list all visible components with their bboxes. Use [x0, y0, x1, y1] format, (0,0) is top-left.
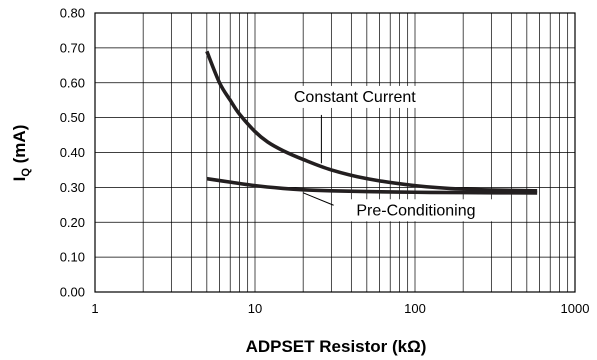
- y-tick-label: 0.50: [60, 110, 85, 125]
- x-tick-label: 10: [248, 301, 262, 316]
- series-line-pre-conditioning: [206, 176, 538, 195]
- annotation-leader-pre-conditioning: [302, 192, 334, 206]
- annotation-background-constant-current: [287, 85, 441, 108]
- y-tick-label: 0.70: [60, 40, 85, 55]
- y-tick-label: 0.00: [60, 285, 85, 300]
- series-line-constant-current: [205, 50, 538, 193]
- plot-frame: [94, 12, 576, 293]
- y-tick-label: 0.40: [60, 145, 85, 160]
- x-tick-labels: 1 10 100 1000: [91, 301, 589, 316]
- y-tick-label: 0.10: [60, 250, 85, 265]
- series-layer: [205, 50, 538, 195]
- annotation-layer: Constant Current Pre-Conditioning: [287, 85, 503, 222]
- y-axis-title-unit: (mA): [10, 125, 29, 168]
- annotation-pre-conditioning: Pre-Conditioning: [356, 202, 475, 219]
- y-tick-label: 0.30: [60, 180, 85, 195]
- annotation-constant-current: Constant Current: [294, 89, 416, 106]
- x-tick-label: 1000: [561, 301, 590, 316]
- y-axis-title-subscript: Q: [20, 168, 32, 177]
- x-tick-label: 1: [91, 301, 98, 316]
- y-tick-labels: 0.00 0.10 0.20 0.30 0.40 0.50 0.60 0.70 0.80: [60, 6, 85, 300]
- annotation-background-pre-conditioning: [350, 199, 503, 222]
- y-axis-title: IQ (mA): [10, 125, 32, 182]
- y-tick-label: 0.60: [60, 75, 85, 90]
- x-tick-label: 100: [404, 301, 426, 316]
- grid: [95, 13, 575, 292]
- x-axis-title: ADPSET Resistor (kΩ): [246, 337, 427, 356]
- y-tick-label: 0.20: [60, 215, 85, 230]
- y-axis-title-main: I: [10, 177, 29, 182]
- y-tick-label: 0.80: [60, 6, 85, 21]
